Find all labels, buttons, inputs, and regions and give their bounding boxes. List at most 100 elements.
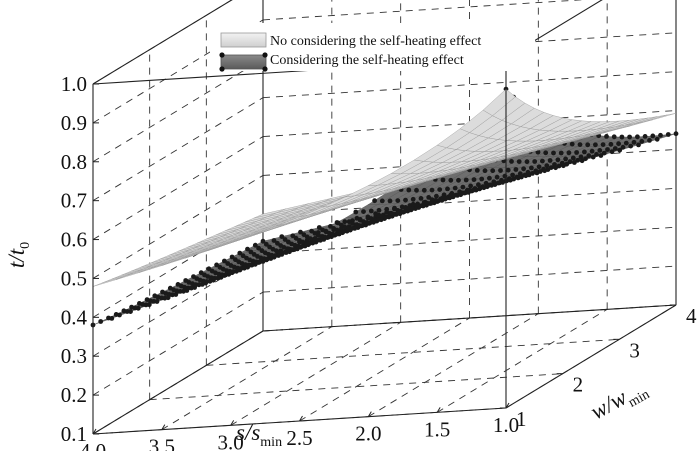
data-point-marker	[561, 163, 566, 169]
data-point-marker	[460, 184, 466, 190]
gridline-z-back-wall	[262, 0, 587, 21]
data-point-marker	[106, 315, 111, 321]
data-point-marker	[563, 156, 568, 162]
data-point-marker	[252, 242, 258, 248]
x-tick-label: 3.0	[218, 430, 244, 451]
z-tick-label: 0.5	[61, 266, 87, 290]
data-point-marker	[566, 150, 572, 156]
data-point-marker	[286, 239, 291, 245]
data-point-marker	[263, 241, 269, 247]
data-point-marker	[233, 257, 238, 263]
data-point-marker	[240, 253, 246, 259]
data-point-marker	[572, 160, 577, 165]
gridline-z-back-wall	[262, 110, 677, 138]
data-point-marker	[298, 229, 303, 235]
data-point-marker	[448, 192, 454, 198]
data-point-marker	[113, 312, 119, 317]
y-tick-label: 1	[516, 407, 527, 431]
data-point-marker	[387, 198, 393, 204]
data-point-marker	[309, 228, 314, 234]
data-point-marker	[392, 206, 397, 212]
data-point-marker	[279, 234, 285, 240]
data-point-marker	[524, 159, 530, 165]
y-axis-label: w/wmin	[586, 384, 652, 424]
data-point-marker	[320, 227, 325, 233]
data-point-marker	[437, 187, 443, 193]
gridline-x-floor	[299, 317, 470, 422]
data-point-marker	[328, 224, 333, 229]
data-point-marker	[490, 168, 496, 174]
surface-layer	[90, 86, 679, 328]
data-point-marker	[384, 209, 390, 215]
data-point-marker	[482, 168, 488, 174]
data-point-marker	[642, 134, 648, 139]
data-point-marker	[627, 134, 632, 140]
y-tick-label: 4	[686, 304, 697, 328]
data-point-marker	[429, 187, 435, 193]
data-point-marker	[540, 158, 545, 164]
data-point-marker	[609, 149, 615, 155]
data-point-marker	[222, 258, 227, 264]
data-point-marker	[270, 246, 276, 252]
data-point-marker	[505, 167, 511, 173]
data-point-marker	[410, 196, 416, 202]
data-point-marker	[487, 175, 492, 181]
z-tick-label: 1.0	[61, 72, 87, 96]
data-point-marker	[421, 187, 427, 193]
frame-edge	[92, 330, 264, 435]
data-point-marker	[244, 255, 249, 261]
data-point-marker	[593, 142, 598, 148]
data-point-marker	[553, 165, 558, 171]
x-tick-mark	[92, 428, 97, 435]
data-point-marker	[481, 185, 487, 191]
data-point-marker	[293, 235, 299, 241]
gridline-y-floor	[149, 373, 563, 401]
legend-marker	[262, 66, 268, 72]
data-point-marker	[639, 139, 645, 144]
data-point-marker	[448, 177, 454, 183]
x-axis-label: s/smin	[236, 420, 282, 450]
data-point-marker	[616, 141, 621, 147]
z-tick-label: 0.9	[61, 111, 87, 135]
data-point-marker	[456, 177, 461, 183]
data-point-marker	[594, 152, 599, 157]
gridline-z-back-wall	[262, 71, 677, 99]
z-tick-label: 0.4	[61, 305, 88, 329]
data-point-marker	[612, 146, 618, 151]
x-tick-mark	[299, 415, 303, 422]
data-point-marker	[368, 208, 374, 214]
data-point-marker	[617, 147, 623, 153]
data-point-marker	[628, 143, 634, 149]
data-point-marker	[354, 215, 360, 221]
data-point-marker	[479, 176, 485, 182]
data-point-marker	[410, 201, 416, 207]
x-tick-label: 1.0	[493, 413, 519, 437]
legend: No considering the self-heating effect C…	[210, 23, 535, 72]
data-point-marker	[137, 301, 142, 306]
data-point-marker	[260, 238, 266, 244]
data-point-marker	[665, 132, 671, 137]
x-tick-mark	[230, 420, 235, 426]
data-point-marker	[673, 131, 679, 137]
data-point-marker	[291, 247, 297, 252]
gridline-z-back-wall	[262, 226, 677, 254]
data-point-marker	[647, 138, 652, 143]
data-point-marker	[604, 134, 609, 139]
data-point-marker	[175, 282, 181, 287]
data-point-marker	[229, 254, 235, 260]
data-point-marker	[282, 237, 288, 242]
z-tick-label: 0.3	[61, 344, 87, 368]
data-point-marker	[402, 209, 407, 214]
gridline-z-left-wall	[92, 136, 264, 240]
data-point-marker	[532, 159, 538, 164]
data-point-marker	[395, 198, 401, 204]
data-point-marker	[494, 174, 500, 180]
data-point-marker	[535, 149, 541, 155]
data-point-marker	[428, 201, 434, 206]
data-point-marker	[579, 158, 585, 164]
frame-edge	[505, 304, 677, 409]
z-tick-label: 0.2	[61, 383, 87, 407]
data-point-marker	[478, 185, 483, 191]
surface-no-self-heating-patch	[92, 275, 126, 287]
data-point-marker	[373, 211, 378, 217]
